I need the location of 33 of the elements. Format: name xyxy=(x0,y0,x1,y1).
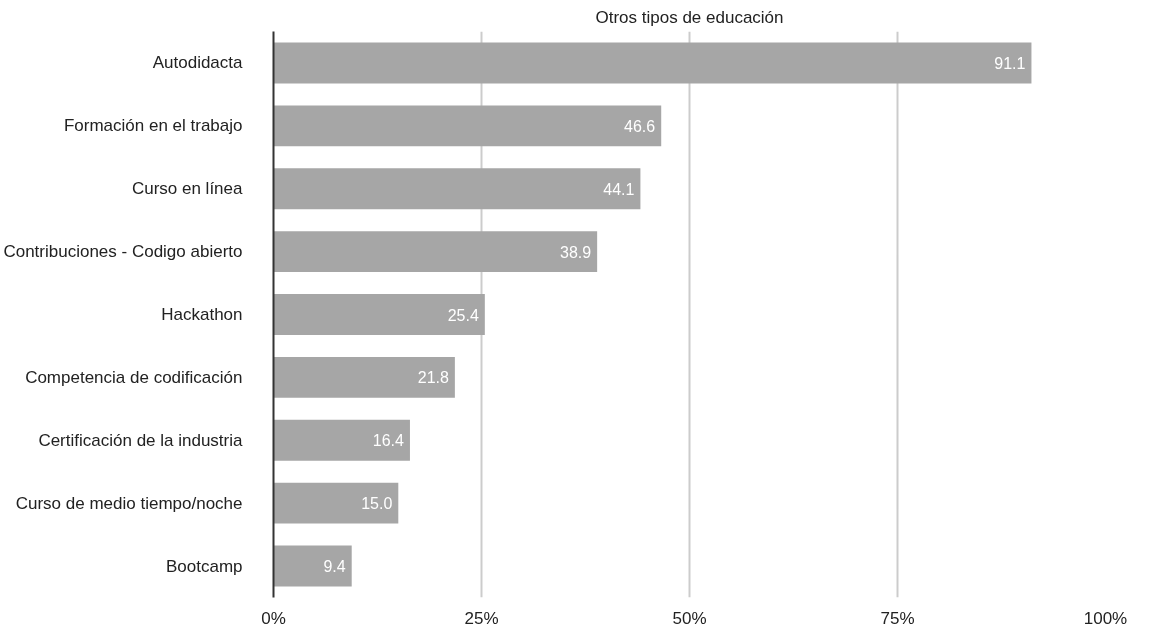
x-tick-label: 100% xyxy=(1083,608,1128,628)
bar xyxy=(273,419,410,461)
bar xyxy=(273,294,485,335)
x-tick-label: 50% xyxy=(672,608,707,628)
bar xyxy=(273,356,455,398)
data-label: 91.1 xyxy=(994,54,1026,72)
bar xyxy=(273,105,662,147)
data-label: 46.6 xyxy=(624,117,656,135)
bar xyxy=(273,545,352,587)
data-label: 21.8 xyxy=(417,369,449,387)
bar xyxy=(273,231,598,273)
y-tick-label: Certificación de la industria xyxy=(38,430,244,450)
y-tick-label: Competencia de codificación xyxy=(25,367,243,387)
y-tick-label: Curso en línea xyxy=(131,179,244,199)
y-tick-label: Hackathon xyxy=(161,305,243,324)
y-tick-label: Bootcamp xyxy=(165,556,243,576)
x-tick-label: 75% xyxy=(880,608,915,628)
data-label: 25.4 xyxy=(447,306,479,324)
x-tick-label: 0% xyxy=(261,608,286,628)
y-tick-label: Autodidacta xyxy=(152,53,244,73)
data-label: 15.0 xyxy=(361,495,393,513)
x-tick-label: 25% xyxy=(464,608,499,628)
data-label: 16.4 xyxy=(372,432,405,450)
data-label: 44.1 xyxy=(603,180,635,198)
chart-title: Otros tipos de educación xyxy=(595,7,784,27)
data-label: 38.9 xyxy=(560,243,592,261)
bar xyxy=(273,42,1032,84)
bar xyxy=(273,168,641,210)
data-label: 9.4 xyxy=(323,558,346,576)
bar xyxy=(273,482,399,524)
y-tick-label: Formación en el trabajo xyxy=(63,116,243,136)
y-tick-label: Curso de medio tiempo/noche xyxy=(15,493,243,513)
y-tick-label: Contribuciones - Codigo abierto xyxy=(3,242,243,262)
